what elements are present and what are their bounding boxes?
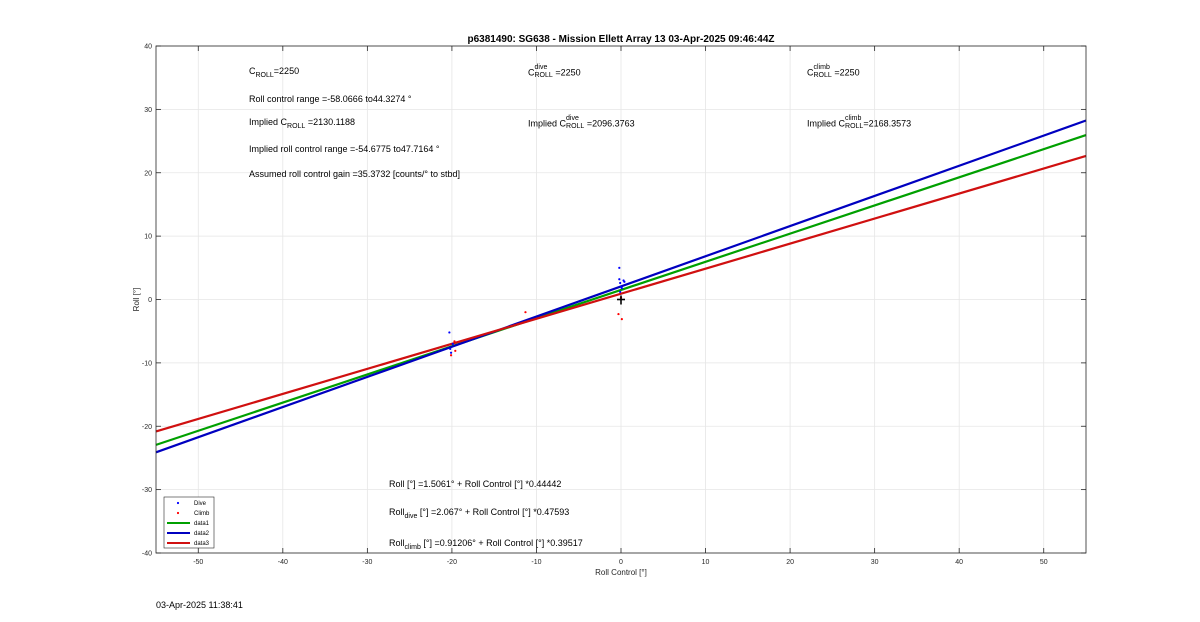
- assumed-roll-control-gain: Assumed roll control gain =35.3732 [coun…: [249, 169, 460, 179]
- series-group: [155, 119, 1087, 454]
- point-climb: [449, 354, 453, 357]
- x-tick-label: -40: [278, 559, 288, 566]
- point-dive: [618, 266, 621, 269]
- y-tick-label: 0: [148, 297, 152, 304]
- y-tick-label: -10: [142, 360, 152, 367]
- origin-marker: [617, 295, 625, 305]
- legend-label-data2: data2: [194, 531, 210, 537]
- legend: Dive Climb data1 data2 data3: [163, 496, 215, 549]
- fit-line-data3: [155, 154, 1087, 433]
- x-tick-label: 30: [871, 559, 879, 566]
- point-climb: [620, 318, 623, 321]
- x-tick-label: 20: [786, 559, 794, 566]
- point-dive: [449, 351, 453, 354]
- x-tick-label: -50: [193, 559, 203, 566]
- point-climb: [524, 311, 527, 314]
- implied-c-roll-climb: Implied Cclimb ROLL=2168.3573: [807, 115, 912, 130]
- y-tick-label: 40: [144, 44, 152, 51]
- y-tick-label: 30: [144, 107, 152, 114]
- c-roll-dive-annotation: Cdive ROLL =2250: [528, 64, 581, 79]
- roll-control-range: Roll control range =-58.0666 to44.3274 °: [249, 94, 412, 104]
- x-tick-label: 10: [702, 559, 710, 566]
- y-tick-label: -40: [142, 551, 152, 558]
- point-dive: [619, 290, 622, 293]
- legend-marker-dive: [176, 501, 180, 505]
- y-tick-label: 20: [144, 170, 152, 177]
- point-dive: [448, 331, 451, 334]
- x-tick-label: 40: [955, 559, 963, 566]
- y-axis-label: Roll [°]: [132, 288, 141, 312]
- print-timestamp: 03-Apr-2025 11:38:41: [156, 600, 243, 610]
- fit-line-data1: [155, 134, 1087, 446]
- implied-c-roll: Implied CROLL =2130.1188: [249, 117, 355, 130]
- x-axis-label: Roll Control [°]: [595, 568, 647, 577]
- fit-equation-dive: Rolldive [°] =2.067° + Roll Control [°] …: [389, 507, 570, 520]
- point-dive: [449, 347, 452, 351]
- legend-marker-climb: [176, 511, 180, 515]
- legend-label-data3: data3: [194, 541, 210, 547]
- point-dive: [451, 342, 454, 345]
- implied-roll-control-range: Implied roll control range =-54.6775 to4…: [249, 144, 440, 154]
- point-dive: [618, 278, 621, 281]
- y-tick-label: 10: [144, 234, 152, 241]
- x-tick-label: 0: [619, 559, 623, 566]
- y-tick-label: -30: [142, 487, 152, 494]
- point-climb: [454, 349, 457, 352]
- c-roll-climb-annotation: Cclimb ROLL =2250: [807, 64, 860, 79]
- fit-equation-climb: Rollclimb [°] =0.91206° + Roll Control […: [389, 538, 583, 551]
- fit-equation-all: Roll [°] =1.5061° + Roll Control [°] *0.…: [389, 479, 562, 489]
- y-tick-label: -20: [142, 424, 152, 431]
- c-roll-annotation: CROLL=2250: [249, 66, 300, 79]
- legend-label-data1: data1: [194, 521, 210, 527]
- x-tick-label: 50: [1040, 559, 1048, 566]
- chart-title: p6381490: SG638 - Mission Ellett Array 1…: [467, 34, 774, 45]
- point-climb: [617, 312, 620, 316]
- legend-label-climb: Climb: [194, 511, 210, 517]
- x-tick-label: -30: [362, 559, 372, 566]
- implied-c-roll-dive: Implied Cdive ROLL =2096.3763: [528, 115, 635, 130]
- x-tick-label: -10: [531, 559, 541, 566]
- point-dive: [619, 281, 622, 285]
- legend-label-dive: Dive: [194, 501, 207, 507]
- point-dive: [622, 279, 625, 282]
- point-climb: [453, 340, 456, 343]
- point-dive: [620, 286, 623, 290]
- x-tick-label: -20: [447, 559, 457, 566]
- axis-ticks: -50 -40 -30 -20 -10 0 10 20 30 40 50 -40 -30 -20 -10 0 1…: [142, 44, 1086, 566]
